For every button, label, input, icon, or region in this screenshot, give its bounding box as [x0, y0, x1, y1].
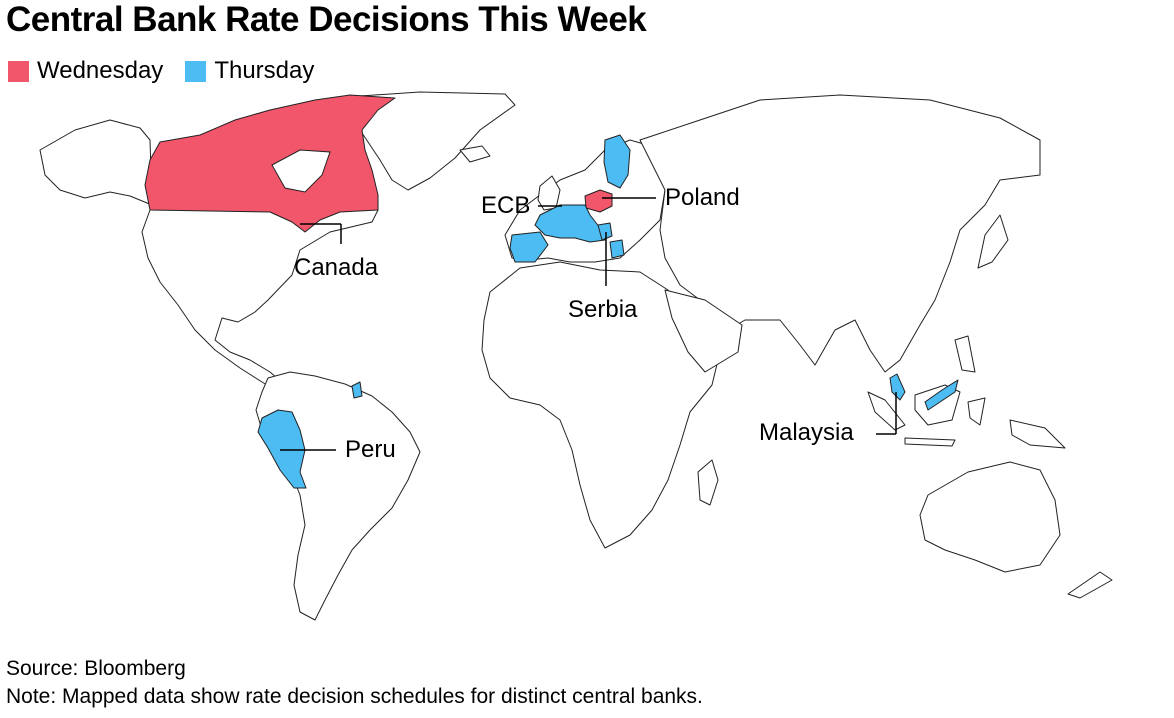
- hudson-bay: [271, 149, 331, 193]
- country-iberia: [509, 231, 549, 263]
- country-serbia: [597, 222, 613, 241]
- country-greece: [609, 239, 625, 259]
- country-malaysia-borneo: [924, 379, 959, 411]
- label-ecb: ECB: [481, 192, 530, 219]
- legend-item-wednesday: Wednesday: [8, 57, 163, 85]
- country-peru: [257, 409, 307, 489]
- legend-label-wednesday: Wednesday: [37, 57, 164, 84]
- legend-swatch-thursday: [185, 60, 207, 82]
- country-canada: [144, 94, 396, 233]
- chart-title: Central Bank Rate Decisions This Week: [6, 0, 647, 39]
- landmass-madagascar: [697, 459, 719, 506]
- landmass-south-america: [255, 371, 421, 621]
- landmass-java: [904, 437, 956, 447]
- country-suriname: [351, 381, 363, 399]
- landmass-japan: [977, 214, 1009, 269]
- landmass-alaska: [39, 119, 153, 206]
- country-ecb-core: [534, 204, 606, 243]
- landmass-sulawesi: [967, 397, 986, 426]
- country-malaysia-peninsula: [889, 373, 906, 401]
- landmass-new-zealand: [1067, 571, 1113, 599]
- landmass-arabia: [664, 289, 743, 373]
- label-canada: Canada: [294, 254, 379, 281]
- landmass-philippines: [954, 335, 976, 373]
- label-serbia: Serbia: [568, 296, 638, 323]
- label-poland: Poland: [665, 184, 740, 211]
- legend-label-thursday: Thursday: [214, 57, 315, 84]
- label-malaysia: Malaysia: [759, 419, 854, 446]
- footnote: Note: Mapped data show rate decision sch…: [6, 685, 703, 708]
- world-map: Canada ECB Poland Serbia Peru Malaysia: [39, 91, 1113, 621]
- landmass-uk: [537, 175, 561, 211]
- legend: Wednesday Thursday: [8, 57, 336, 85]
- legend-item-thursday: Thursday: [185, 57, 314, 85]
- source-note: Source: Bloomberg: [6, 657, 186, 680]
- landmass-africa: [481, 261, 719, 549]
- landmass-iceland: [459, 145, 491, 163]
- landmass-australia: [919, 461, 1061, 573]
- legend-swatch-wednesday: [8, 60, 29, 82]
- landmass-new-guinea: [1009, 419, 1066, 449]
- label-peru: Peru: [345, 436, 396, 463]
- country-finland-baltics: [603, 134, 631, 189]
- landmass-north-america: [141, 209, 379, 393]
